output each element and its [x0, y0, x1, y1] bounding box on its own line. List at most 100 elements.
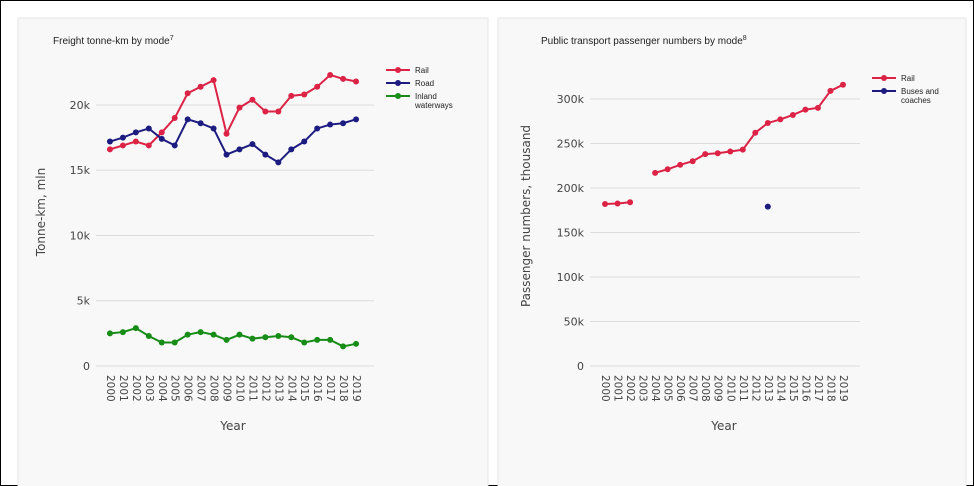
legend: Rail Road Inland waterways: [385, 66, 465, 114]
x-tick-label: 2013: [272, 375, 284, 402]
x-tick-label: 2016: [799, 375, 811, 402]
data-point: [314, 125, 321, 132]
x-tick-label: 2009: [221, 375, 233, 402]
x-tick-label: 2001: [117, 375, 129, 402]
data-point: [158, 339, 165, 346]
data-point: [327, 121, 334, 128]
x-tick-label: 2014: [774, 375, 786, 402]
data-point: [210, 77, 217, 84]
data-point: [223, 130, 230, 137]
data-point: [145, 142, 152, 149]
x-tick-label: 2017: [324, 375, 336, 402]
data-point: [210, 331, 217, 338]
data-point: [197, 83, 204, 90]
y-tick-label: 100k: [557, 271, 585, 284]
y-axis-title: Passenger numbers, thousand: [519, 125, 533, 307]
x-tick-label: 2006: [182, 375, 194, 402]
data-point: [132, 325, 139, 332]
data-point: [288, 146, 295, 153]
data-point: [789, 111, 796, 118]
legend-item[interactable]: Inland waterways: [385, 92, 465, 110]
x-tick-label: 2007: [687, 375, 699, 402]
data-point: [714, 150, 721, 157]
data-point: [171, 115, 178, 122]
x-tick-label: 2008: [208, 375, 220, 402]
y-tick-label: 5k: [77, 295, 91, 308]
data-point: [301, 91, 308, 98]
data-point: [727, 148, 734, 155]
y-tick-label: 300k: [557, 93, 585, 106]
title-text: Public transport passenger numbers by mo…: [541, 36, 743, 47]
data-point: [197, 120, 204, 127]
data-point: [119, 329, 126, 336]
data-point: [652, 169, 659, 176]
legend-swatch: [386, 80, 410, 86]
data-point: [184, 331, 191, 338]
data-point: [262, 151, 269, 158]
card: [497, 17, 967, 486]
data-point: [171, 339, 178, 346]
x-tick-label: 2011: [246, 375, 258, 402]
data-point: [119, 134, 126, 141]
data-point: [602, 200, 609, 207]
data-point: [275, 332, 282, 339]
data-point: [327, 336, 334, 343]
x-tick-label: 2004: [156, 375, 168, 402]
data-point: [249, 96, 256, 103]
y-tick-label: 10k: [70, 229, 91, 242]
data-point: [197, 329, 204, 336]
data-point: [288, 92, 295, 99]
data-point: [340, 343, 347, 350]
legend-label: Road: [415, 79, 435, 88]
data-point: [664, 166, 671, 173]
data-point: [827, 87, 834, 94]
x-tick-label: 2010: [724, 375, 736, 402]
legend-item[interactable]: Road: [385, 79, 465, 88]
data-point: [353, 78, 360, 85]
data-point: [702, 151, 709, 158]
data-point: [171, 142, 178, 149]
y-tick-label: 150k: [557, 226, 585, 239]
data-point: [614, 200, 621, 207]
legend-swatch: [386, 67, 410, 73]
y-tick-label: 0: [83, 360, 90, 373]
data-point: [327, 71, 334, 78]
swatch-dot: [881, 88, 887, 94]
x-tick-label: 2015: [787, 375, 799, 402]
x-tick-label: 2014: [285, 375, 297, 402]
x-tick-label: 2001: [612, 375, 624, 402]
data-point: [236, 146, 243, 153]
x-tick-label: 2011: [737, 375, 749, 402]
x-tick-label: 2012: [259, 375, 271, 402]
x-tick-label: 2005: [662, 375, 674, 402]
data-point: [314, 83, 321, 90]
data-point: [340, 120, 347, 127]
y-axis-title: Tonne-km, mln: [34, 168, 48, 257]
data-point: [275, 108, 282, 115]
legend-item[interactable]: Rail: [385, 66, 465, 75]
data-point: [301, 339, 308, 346]
legend-label: Buses and coaches: [901, 87, 939, 105]
data-point: [249, 335, 256, 342]
y-tick-label: 20k: [70, 99, 91, 112]
data-point: [210, 125, 217, 132]
title-footnote: 7: [170, 35, 174, 42]
x-tick-label: 2002: [130, 375, 142, 402]
data-point: [158, 135, 165, 142]
x-tick-label: 2015: [298, 375, 310, 402]
x-tick-label: 2017: [812, 375, 824, 402]
data-point: [158, 129, 165, 136]
legend-item[interactable]: Buses and coaches: [871, 87, 951, 105]
legend-swatch: [872, 88, 896, 94]
data-point: [764, 119, 771, 126]
data-point: [223, 151, 230, 158]
swatch-dot: [395, 80, 401, 86]
legend-item[interactable]: Rail: [871, 74, 951, 83]
data-point: [145, 125, 152, 132]
y-tick-label: 250k: [557, 137, 585, 150]
data-point: [353, 116, 360, 123]
legend-label: Inland waterways: [415, 92, 453, 110]
data-point: [752, 129, 759, 136]
x-tick-label: 2009: [712, 375, 724, 402]
x-axis-title: Year: [710, 419, 736, 433]
